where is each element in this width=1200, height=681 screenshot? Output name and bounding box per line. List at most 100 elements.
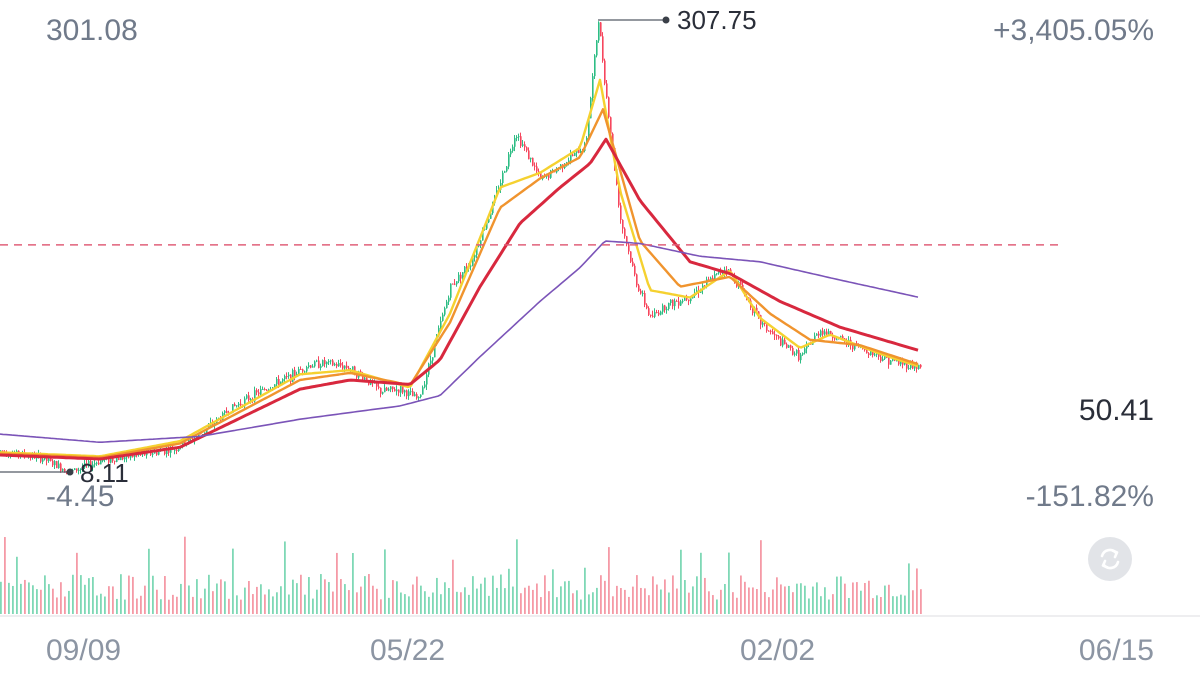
candle-body	[876, 353, 878, 355]
volume-bar	[628, 596, 630, 614]
volume-bar	[532, 589, 534, 614]
candle-body	[56, 461, 58, 469]
volume-bar	[912, 590, 914, 614]
volume-bar	[92, 577, 94, 614]
candle-body	[482, 229, 484, 241]
volume-bar	[868, 580, 870, 614]
candle-body	[780, 338, 782, 346]
candle-body	[636, 274, 638, 286]
candle-body	[900, 360, 902, 365]
candle-body	[620, 205, 622, 220]
volume-bar	[732, 592, 734, 614]
candle-body	[918, 364, 920, 369]
candle-body	[82, 467, 84, 469]
candle-body	[816, 333, 818, 336]
volume-bar	[900, 594, 902, 614]
candle-body	[550, 170, 552, 178]
candle-body	[390, 386, 392, 390]
volume-bar	[764, 592, 766, 614]
candle-body	[400, 385, 402, 393]
volume-bar	[40, 589, 42, 614]
candle-body	[890, 360, 892, 365]
candle-body	[320, 365, 322, 368]
candle-body	[344, 365, 346, 369]
volume-bar	[716, 599, 718, 614]
candle-body	[462, 272, 464, 279]
candle-body	[340, 363, 342, 366]
candle-body	[772, 331, 774, 335]
volume-bar	[392, 580, 394, 614]
candle-body	[364, 377, 366, 380]
candle-body	[74, 468, 76, 470]
candle-body	[532, 157, 534, 166]
volume-bar	[916, 568, 918, 614]
change-low-label: -151.82%	[1025, 480, 1154, 513]
volume-bar	[12, 585, 14, 614]
candle-body	[662, 305, 664, 312]
volume-bar	[728, 552, 730, 614]
candle-body	[800, 354, 802, 361]
candle-body	[634, 265, 636, 275]
candle-body	[920, 364, 922, 368]
candle-body	[840, 336, 842, 338]
candle-body	[824, 331, 826, 335]
candle-body	[592, 76, 594, 98]
candle-body	[512, 146, 514, 151]
candle-body	[102, 460, 104, 462]
volume-bar	[120, 574, 122, 614]
candle-body	[380, 387, 382, 394]
candle-body	[682, 300, 684, 302]
volume-bar	[420, 585, 422, 614]
volume-bar	[564, 581, 566, 614]
candle-body	[856, 343, 858, 345]
volume-bar	[288, 594, 290, 614]
candle-body	[304, 371, 306, 373]
candle-body	[574, 152, 576, 156]
volume-bar	[276, 592, 278, 614]
volume-bar	[552, 569, 554, 614]
volume-bar	[904, 595, 906, 614]
candle-body	[548, 174, 550, 178]
volume-bar	[296, 583, 298, 614]
candle-body	[454, 283, 456, 285]
candle-body	[888, 357, 890, 365]
candle-body	[262, 388, 264, 390]
volume-bar	[776, 577, 778, 614]
candle-body	[594, 55, 596, 77]
candle-body	[184, 440, 186, 446]
candle-body	[914, 365, 916, 369]
volume-bar	[348, 590, 350, 614]
ma-xlong-line	[0, 240, 919, 443]
candle-body	[330, 360, 332, 362]
volume-bar	[640, 587, 642, 614]
volume-bar	[896, 596, 898, 614]
volume-bar	[188, 585, 190, 614]
candle-body	[392, 386, 394, 390]
candle-body	[152, 453, 154, 455]
volume-bar	[800, 583, 802, 614]
volume-bar	[224, 581, 226, 614]
candle-body	[898, 360, 900, 365]
candle-body	[178, 448, 180, 451]
swap-arrows-icon[interactable]	[1088, 537, 1132, 581]
x-axis-date-4: 06/15	[1078, 634, 1154, 667]
volume-bar	[744, 581, 746, 614]
candle-body	[906, 361, 908, 369]
volume-bar	[144, 585, 146, 614]
volume-bar	[140, 595, 142, 614]
volume-bar	[536, 583, 538, 614]
candle-body	[618, 184, 620, 206]
volume-bar	[96, 595, 98, 614]
volume-bar	[8, 582, 10, 614]
volume-bar	[436, 577, 438, 614]
volume-bar	[168, 599, 170, 614]
candle-body	[264, 388, 266, 390]
volume-bar	[124, 599, 126, 614]
volume-bar	[608, 547, 610, 614]
candle-body	[880, 356, 882, 361]
candle-body	[300, 368, 302, 370]
candle-body	[254, 390, 256, 402]
candle-body	[568, 160, 570, 163]
candle-body	[336, 364, 338, 367]
candle-body	[266, 389, 268, 391]
